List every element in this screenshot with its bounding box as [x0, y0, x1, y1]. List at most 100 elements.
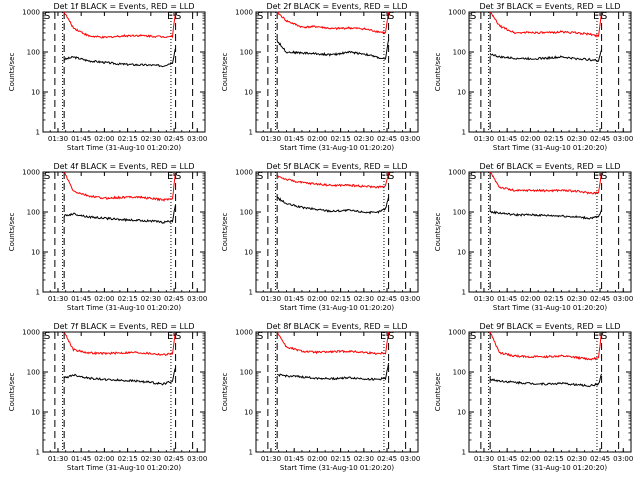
x-tick-label: 02:15 [118, 455, 138, 463]
x-tick-label: 01:30 [261, 455, 281, 463]
series-line-lld [277, 172, 390, 189]
y-tick-label: 1000 [235, 169, 253, 177]
y-tick-label: 10 [457, 249, 466, 257]
end-marker: E [167, 171, 173, 182]
x-tick-label: 02:30 [567, 135, 587, 143]
plot-frame [255, 11, 419, 133]
y-tick-label: 1000 [448, 9, 466, 17]
y-tick-label: 10 [457, 409, 466, 417]
x-tick-label: 02:30 [354, 455, 374, 463]
x-axis-label: Start Time (31-Aug-10 01:20:20) [493, 464, 607, 472]
y-axis-label: Counts/sec [8, 373, 16, 412]
end-marker: E [380, 11, 386, 22]
series-line-events [276, 39, 390, 60]
x-tick-label: 03:00 [400, 455, 420, 463]
detector-panel: Det 5f BLACK = Events, RED = LLD 1 10 100 10… [213, 160, 426, 320]
end-marker: E [593, 171, 599, 182]
plot-frame [468, 331, 632, 453]
x-tick-label: 01:45 [497, 295, 517, 303]
series-line-lld [63, 11, 177, 39]
x-tick-label: 01:45 [497, 455, 517, 463]
detector-chart: Det 1f BLACK = Events, RED = LLD 1 10 100 10… [8, 2, 207, 152]
detector-panel: Det 6f BLACK = Events, RED = LLD 1 10 100 10… [426, 160, 639, 320]
x-tick-label: 02:15 [331, 455, 351, 463]
y-axis-label: Counts/sec [434, 53, 442, 92]
x-tick-label: 02:00 [520, 455, 540, 463]
start-marker-left: S [257, 11, 263, 22]
chart-title: Det 6f BLACK = Events, RED = LLD [479, 162, 620, 171]
start-marker-left: S [470, 171, 476, 182]
end-marker: E [380, 171, 386, 182]
y-tick-label: 100 [27, 369, 40, 377]
y-tick-label: 10 [457, 89, 466, 97]
x-axis-label: Start Time (31-Aug-10 01:20:20) [67, 304, 181, 312]
y-axis-label: Counts/sec [221, 213, 229, 252]
series-line-lld [489, 171, 603, 195]
end-marker: E [167, 11, 173, 22]
y-tick-label: 10 [31, 249, 40, 257]
y-tick-label: 100 [453, 209, 466, 217]
start-marker-right: S [388, 331, 394, 342]
x-tick-label: 01:45 [284, 295, 304, 303]
y-tick-label: 1000 [235, 329, 253, 337]
detector-panel: Det 3f BLACK = Events, RED = LLD 1 10 100 10… [426, 0, 639, 160]
y-axis-label: Counts/sec [8, 53, 16, 92]
detector-panel: Det 8f BLACK = Events, RED = LLD 1 10 100 10… [213, 320, 426, 480]
y-tick-label: 100 [240, 369, 253, 377]
x-tick-label: 02:15 [544, 135, 564, 143]
start-marker-right: S [175, 331, 181, 342]
x-tick-label: 02:30 [567, 455, 587, 463]
detector-chart: Det 3f BLACK = Events, RED = LLD 1 10 100 10… [434, 2, 633, 152]
x-axis-label: Start Time (31-Aug-10 01:20:20) [493, 144, 607, 152]
start-marker-left: S [44, 171, 50, 182]
series-line-lld [277, 11, 390, 35]
y-tick-label: 1 [249, 449, 253, 457]
y-tick-label: 1 [249, 289, 253, 297]
detector-panel: Det 9f BLACK = Events, RED = LLD 1 10 100 10… [426, 320, 639, 480]
x-tick-label: 02:15 [118, 295, 138, 303]
x-tick-label: 02:30 [567, 295, 587, 303]
x-tick-label: 02:45 [164, 295, 184, 303]
x-tick-label: 01:30 [474, 135, 494, 143]
plot-frame [42, 331, 206, 453]
y-tick-label: 1 [462, 129, 466, 137]
y-tick-label: 1 [36, 289, 40, 297]
y-tick-label: 1 [462, 289, 466, 297]
series-line-lld [63, 171, 177, 202]
start-marker-right: S [175, 171, 181, 182]
detector-panel: Det 2f BLACK = Events, RED = LLD 1 10 100 10… [213, 0, 426, 160]
x-tick-label: 02:00 [94, 135, 114, 143]
x-tick-label: 03:00 [187, 455, 207, 463]
y-tick-label: 1000 [22, 9, 40, 17]
x-tick-label: 02:45 [590, 135, 610, 143]
series-line-events [63, 204, 177, 224]
x-tick-label: 02:15 [544, 295, 564, 303]
detector-panel: Det 1f BLACK = Events, RED = LLD 1 10 100 10… [0, 0, 213, 160]
series-line-lld [63, 332, 177, 356]
end-marker: E [593, 331, 599, 342]
detector-chart: Det 2f BLACK = Events, RED = LLD 1 10 100 10… [221, 2, 420, 152]
start-marker-right: S [601, 331, 607, 342]
x-tick-label: 01:45 [71, 455, 91, 463]
x-axis-label: Start Time (31-Aug-10 01:20:20) [67, 464, 181, 472]
x-tick-label: 01:45 [497, 135, 517, 143]
x-axis-label: Start Time (31-Aug-10 01:20:20) [280, 464, 394, 472]
x-tick-label: 03:00 [613, 295, 633, 303]
start-marker-right: S [175, 11, 181, 22]
x-tick-label: 02:00 [94, 455, 114, 463]
series-line-lld [489, 11, 603, 38]
detector-panel: Det 7f BLACK = Events, RED = LLD 1 10 100 10… [0, 320, 213, 480]
y-axis-label: Counts/sec [8, 213, 16, 252]
y-tick-label: 1000 [235, 9, 253, 17]
y-tick-label: 1000 [22, 169, 40, 177]
start-marker-right: S [388, 171, 394, 182]
x-tick-label: 02:15 [331, 295, 351, 303]
x-tick-label: 02:45 [377, 135, 397, 143]
series-line-events [489, 49, 603, 63]
y-axis-label: Counts/sec [221, 373, 229, 412]
y-axis-label: Counts/sec [434, 373, 442, 412]
start-marker-right: S [601, 11, 607, 22]
x-axis-label: Start Time (31-Aug-10 01:20:20) [280, 304, 394, 312]
x-tick-label: 01:45 [71, 295, 91, 303]
